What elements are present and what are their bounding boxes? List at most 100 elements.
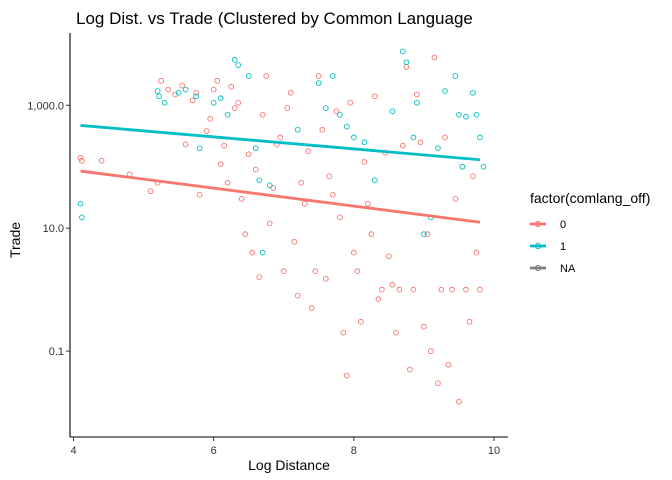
point-series-0-27 — [249, 249, 256, 256]
point-series-1-29 — [400, 48, 406, 55]
series-0-points — [77, 54, 483, 405]
point-series-0-77 — [424, 231, 431, 237]
point-series-0-45 — [312, 268, 319, 274]
point-series-1-40 — [463, 113, 469, 120]
legend-key-point-0 — [534, 220, 542, 228]
point-series-0-39 — [291, 238, 298, 245]
point-series-1-9 — [210, 99, 217, 106]
point-series-0-51 — [333, 108, 340, 115]
point-series-0-88 — [463, 286, 469, 293]
point-series-0-10 — [182, 141, 189, 148]
point-series-1-41 — [470, 89, 476, 96]
point-series-0-74 — [414, 91, 420, 98]
point-series-1-25 — [350, 134, 357, 141]
point-series-0-58 — [357, 318, 364, 325]
point-series-0-69 — [396, 286, 403, 293]
legend-key-1 — [530, 242, 546, 250]
point-series-0-91 — [473, 249, 480, 256]
point-series-1-37 — [452, 73, 459, 79]
point-series-0-9 — [179, 82, 185, 89]
point-series-0-28 — [252, 166, 259, 173]
point-series-0-18 — [217, 161, 224, 168]
point-series-1-42 — [473, 111, 480, 118]
point-series-0-13 — [196, 191, 203, 198]
point-series-1-11 — [224, 111, 231, 118]
point-series-0-24 — [238, 196, 245, 202]
point-series-1-43 — [477, 134, 483, 141]
point-series-0-54 — [343, 372, 350, 379]
point-series-0-66 — [386, 253, 392, 260]
point-series-0-21 — [228, 83, 235, 90]
point-series-0-1 — [79, 157, 85, 164]
point-series-0-12 — [193, 89, 199, 96]
point-series-0-32 — [266, 220, 273, 227]
point-series-0-0 — [77, 154, 84, 161]
point-series-1-13 — [235, 62, 242, 68]
point-series-1-26 — [361, 139, 368, 146]
x-axis-title: Log Distance — [248, 457, 330, 473]
series-1-points — [77, 48, 487, 256]
point-series-0-64 — [379, 286, 385, 293]
legend-label-1: 1 — [560, 241, 566, 253]
point-series-1-6 — [182, 86, 189, 93]
point-series-0-37 — [284, 105, 291, 111]
point-series-0-85 — [452, 196, 459, 202]
legend-label-NA: NA — [560, 263, 576, 275]
point-series-0-76 — [421, 323, 427, 330]
point-series-0-59 — [361, 159, 368, 165]
point-series-0-14 — [203, 128, 210, 134]
point-series-1-24 — [343, 123, 350, 130]
legend-title: factor(comlang_off) — [530, 190, 650, 206]
point-series-0-42 — [301, 200, 308, 207]
point-series-0-46 — [315, 73, 322, 79]
point-series-0-72 — [407, 366, 413, 373]
point-series-1-7 — [193, 93, 199, 100]
point-series-0-36 — [280, 268, 287, 274]
legend-key-0 — [530, 220, 546, 228]
point-series-1-16 — [256, 177, 263, 184]
point-series-0-41 — [298, 179, 305, 186]
fit-lines-layer — [80, 124, 481, 224]
point-series-0-79 — [431, 54, 438, 61]
point-series-0-57 — [354, 268, 361, 274]
point-series-1-36 — [442, 88, 448, 94]
point-series-0-7 — [165, 86, 171, 93]
point-series-0-23 — [235, 99, 242, 106]
point-series-0-44 — [308, 305, 315, 311]
point-series-0-2 — [98, 157, 105, 164]
point-series-1-28 — [389, 108, 396, 115]
point-series-0-61 — [368, 231, 375, 237]
point-series-0-33 — [270, 185, 277, 191]
point-series-0-78 — [428, 348, 434, 354]
point-series-0-19 — [221, 142, 228, 149]
chart-title: Log Dist. vs Trade (Clustered by Common … — [76, 9, 473, 28]
point-series-1-18 — [266, 182, 273, 189]
point-series-0-22 — [231, 105, 238, 111]
legend-key-point-NA — [534, 264, 542, 272]
point-series-0-73 — [410, 286, 417, 293]
y-tick-label-2: 1,000.0 — [27, 100, 64, 112]
point-series-0-84 — [449, 286, 455, 293]
y-ticks: 0.1 10.0 1,000.0 — [27, 100, 70, 358]
point-series-1-14 — [245, 73, 252, 79]
point-series-0-50 — [329, 191, 336, 198]
point-series-0-15 — [207, 116, 214, 122]
point-series-1-2 — [154, 88, 161, 94]
point-series-0-71 — [403, 64, 410, 70]
point-series-0-89 — [466, 318, 473, 325]
point-series-1-22 — [329, 73, 336, 79]
point-series-1-0 — [77, 200, 84, 207]
point-series-0-8 — [172, 91, 178, 98]
point-series-1-23 — [336, 111, 343, 118]
point-series-1-21 — [322, 105, 329, 111]
point-series-0-40 — [294, 292, 301, 299]
legend-key-point-1 — [534, 242, 542, 250]
point-series-1-10 — [217, 95, 224, 102]
point-series-0-31 — [263, 73, 270, 79]
y-tick-label-1: 10.0 — [43, 223, 64, 235]
point-series-1-17 — [259, 249, 266, 256]
point-series-0-43 — [305, 148, 312, 154]
points-layer — [77, 48, 487, 405]
point-series-1-27 — [372, 177, 378, 184]
